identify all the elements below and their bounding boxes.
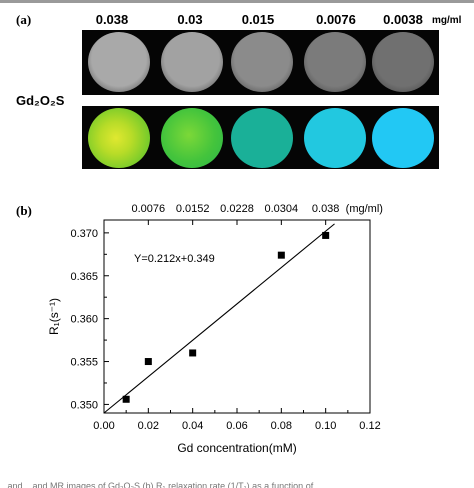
gray-disc-4 [304, 32, 366, 92]
color-disc-3 [231, 108, 293, 168]
top-axis-unit: (mg/ml) [346, 203, 383, 215]
color-disc-1 [88, 108, 150, 168]
color-mri-strip [82, 106, 439, 169]
top-tick-label: 0.0304 [265, 203, 299, 215]
y-tick-label: 0.370 [70, 228, 98, 240]
panel-a-label: (a) [16, 12, 32, 27]
data-point [122, 395, 130, 403]
gray-disc-5 [372, 32, 434, 92]
data-point [144, 358, 152, 366]
data-point [322, 231, 330, 239]
y-axis-label: R₁(s⁻¹) [47, 298, 61, 335]
x-tick-label: 0.02 [138, 420, 159, 432]
top-tick-label: 0.0152 [176, 203, 210, 215]
concentration-unit: mg/ml [432, 15, 462, 26]
compound-label: Gd₂O₂S [16, 93, 65, 108]
color-disc-5 [372, 108, 434, 168]
x-tick-label: 0.12 [359, 420, 380, 432]
x-tick-label: 0.04 [182, 420, 203, 432]
gray-mri-strip [82, 30, 439, 95]
concentration-label-1: 0.038 [95, 12, 129, 27]
plot-frame [103, 219, 371, 414]
x-axis-label: Gd concentration(mM) [177, 441, 296, 455]
x-tick-label: 0.08 [271, 420, 292, 432]
top-rule [0, 0, 474, 3]
x-tick-label: 0.00 [93, 420, 114, 432]
gray-disc-3 [231, 32, 293, 92]
data-point [277, 251, 285, 259]
fit-line [103, 223, 335, 414]
y-tick-label: 0.355 [70, 357, 98, 369]
data-point [189, 349, 197, 357]
concentration-label-3: 0.015 [241, 12, 275, 27]
caption-fragment: ...and ...and MR images of Gd₂O₂S (b) R₁… [0, 481, 321, 488]
y-tick-label: 0.365 [70, 271, 98, 283]
y-tick-label: 0.360 [70, 314, 98, 326]
concentration-label-4: 0.0076 [316, 12, 356, 27]
panel-b-label: (b) [16, 203, 32, 218]
top-tick-label: 0.038 [312, 203, 340, 215]
concentration-label-5: 0.0038 [383, 12, 423, 27]
gray-disc-2 [161, 32, 223, 92]
color-disc-4 [304, 108, 366, 168]
x-tick-label: 0.10 [315, 420, 336, 432]
concentration-label-2: 0.03 [177, 12, 203, 27]
gray-disc-1 [88, 32, 150, 92]
color-disc-2 [161, 108, 223, 168]
x-tick-label: 0.06 [226, 420, 247, 432]
y-tick-label: 0.350 [70, 399, 98, 411]
relaxation-chart: 0.00 0.02 0.04 0.06 0.08 0.10 0.12 0.350 0.355 0.… [47, 203, 383, 455]
fit-equation: Y=0.212x+0.349 [134, 253, 215, 265]
top-tick-label: 0.0076 [132, 203, 166, 215]
top-tick-label: 0.0228 [220, 203, 254, 215]
